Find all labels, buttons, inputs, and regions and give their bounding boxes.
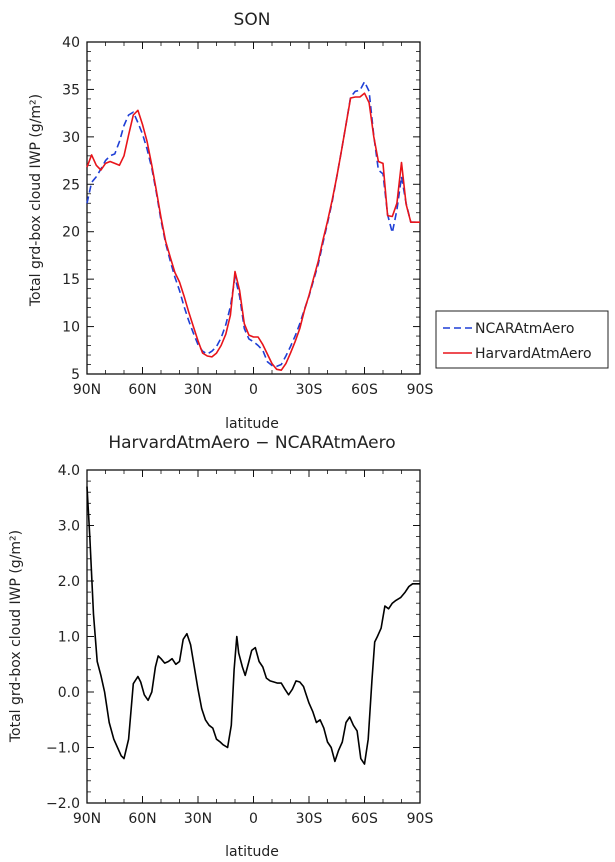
legend-label-harvard: HarvardAtmAero — [475, 346, 592, 362]
bottom-x-tick-label: 60S — [351, 811, 378, 827]
top-chart-title: SON — [234, 10, 271, 30]
legend-label-ncar: NCARAtmAero — [475, 321, 574, 337]
bottom-y-tick-label: 0.0 — [58, 685, 80, 701]
bottom-x-tick-label: 90S — [407, 811, 434, 827]
bottom-y-tick-label: −1.0 — [46, 741, 80, 757]
bottom-x-tick-label: 0 — [249, 811, 258, 827]
bottom-chart-title: HarvardAtmAero − NCARAtmAero — [108, 433, 395, 453]
top-x-tick-label: 90N — [73, 382, 101, 398]
bottom-x-tick-label: 90N — [73, 811, 101, 827]
top-x-tick-label: 0 — [249, 382, 258, 398]
top-y-axis-label: Total grd-box cloud IWP (g/m²) — [28, 94, 44, 307]
top-y-tick-label: 25 — [62, 177, 80, 193]
bottom-y-tick-label: 4.0 — [58, 463, 80, 479]
legend-box — [435, 310, 609, 369]
bottom-chart: HarvardAtmAero − NCARAtmAero 90N 60N 30N 0 3… — [8, 433, 433, 860]
top-y-tick-label: 15 — [62, 272, 80, 288]
top-y-tick-label: 35 — [62, 82, 80, 98]
top-x-axis-label: latitude — [225, 416, 279, 432]
bottom-x-axis-label: latitude — [225, 844, 279, 860]
top-y-tick-label: 40 — [62, 35, 80, 51]
top-plot-frame — [86, 41, 421, 375]
top-x-tick-label: 60S — [351, 382, 378, 398]
top-y-tick-label: 30 — [62, 130, 80, 146]
bottom-y-tick-label: −2.0 — [46, 796, 80, 812]
top-y-tick-label: 10 — [62, 320, 80, 336]
bottom-x-tick-label: 30S — [296, 811, 323, 827]
top-x-tick-label: 60N — [128, 382, 156, 398]
bottom-y-tick-label: 2.0 — [58, 574, 80, 590]
top-plot-area: 90N 60N 30N 0 30S 60S 90S 5 10 15 20 25 30 35 40 — [62, 35, 433, 398]
top-series-line-harvardatmaero — [86, 92, 420, 372]
bottom-y-axis-label: Total grd-box cloud IWP (g/m²) — [8, 530, 24, 743]
top-x-tick-label: 90S — [407, 382, 434, 398]
bottom-y-tick-label: 3.0 — [58, 519, 80, 535]
legend: NCARAtmAero HarvardAtmAero — [435, 310, 609, 369]
bottom-plot-area: 90N 60N 30N 0 30S 60S 90S −2.0 −1.0 0.0 1.0 2.0 3.0 4… — [46, 463, 433, 827]
top-chart: SON 90N 60N 30N 0 30S 60S 90S 5 10 15 20 25 30 35 40 l… — [28, 10, 609, 432]
top-x-tick-label: 30N — [184, 382, 212, 398]
bottom-series-line-difference — [86, 486, 420, 765]
bottom-x-tick-label: 30N — [184, 811, 212, 827]
top-x-tick-label: 30S — [296, 382, 323, 398]
bottom-y-tick-label: 1.0 — [58, 630, 80, 646]
top-y-tick-label: 5 — [71, 367, 80, 383]
bottom-x-tick-label: 60N — [128, 811, 156, 827]
bottom-plot-frame — [86, 469, 421, 804]
top-y-tick-label: 20 — [62, 225, 80, 241]
top-series-line-ncaratmaero — [86, 81, 420, 368]
